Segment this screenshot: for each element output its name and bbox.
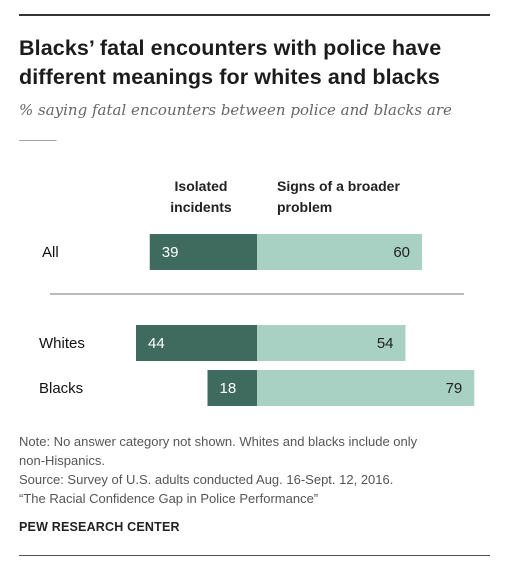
value-label-broader-whites: 54: [377, 335, 394, 352]
note-line: non-Hispanics.: [19, 453, 105, 468]
source-line: Source: Survey of U.S. adults conducted …: [19, 472, 394, 487]
category-label-whites: Whites: [39, 335, 85, 352]
value-label-isolated-whites: 44: [148, 335, 165, 352]
note-line: Note: No answer category not shown. Whit…: [19, 434, 418, 449]
bar-broader-blacks: [257, 370, 475, 406]
bar-isolated-blacks: [207, 370, 257, 406]
category-label-all: All: [42, 244, 59, 261]
brand-label: PEW RESEARCH CENTER: [19, 520, 180, 534]
bar-isolated-all: [149, 234, 257, 270]
column-headers: Isolated incidents Signs of a broader probl…: [170, 178, 400, 215]
bar-broader-whites: [257, 325, 406, 361]
category-label-blacks: Blacks: [39, 380, 83, 397]
diverging-bar-chart: Isolated incidents Signs of a broader probl…: [39, 178, 475, 406]
bottom-rule: [19, 555, 490, 556]
column-header-broader-line-2: problem: [277, 199, 332, 215]
value-label-isolated-all: 39: [162, 244, 179, 261]
column-header-isolated-line-1: Isolated: [175, 178, 228, 194]
bar-broader-all: [257, 234, 422, 270]
chart-title: Blacks’ fatal encounters with police hav…: [19, 36, 442, 89]
footnote: Note: No answer category not shown. Whit…: [19, 432, 504, 508]
chart-subtitle: % saying fatal encounters between police…: [19, 101, 452, 141]
bar-isolated-whites: [136, 325, 257, 361]
value-label-isolated-blacks: 18: [220, 380, 237, 397]
column-header-isolated-line-2: incidents: [170, 199, 232, 215]
column-header-broader-line-1: Signs of a broader: [277, 178, 400, 194]
value-label-broader-all: 60: [393, 244, 410, 261]
top-rule: [19, 14, 490, 16]
bar-rows: All 39 60 Whites 44 54 Blacks 18 79: [39, 234, 475, 406]
value-label-broader-blacks: 79: [446, 380, 463, 397]
report-title-line: “The Racial Confidence Gap in Police Per…: [19, 491, 319, 506]
